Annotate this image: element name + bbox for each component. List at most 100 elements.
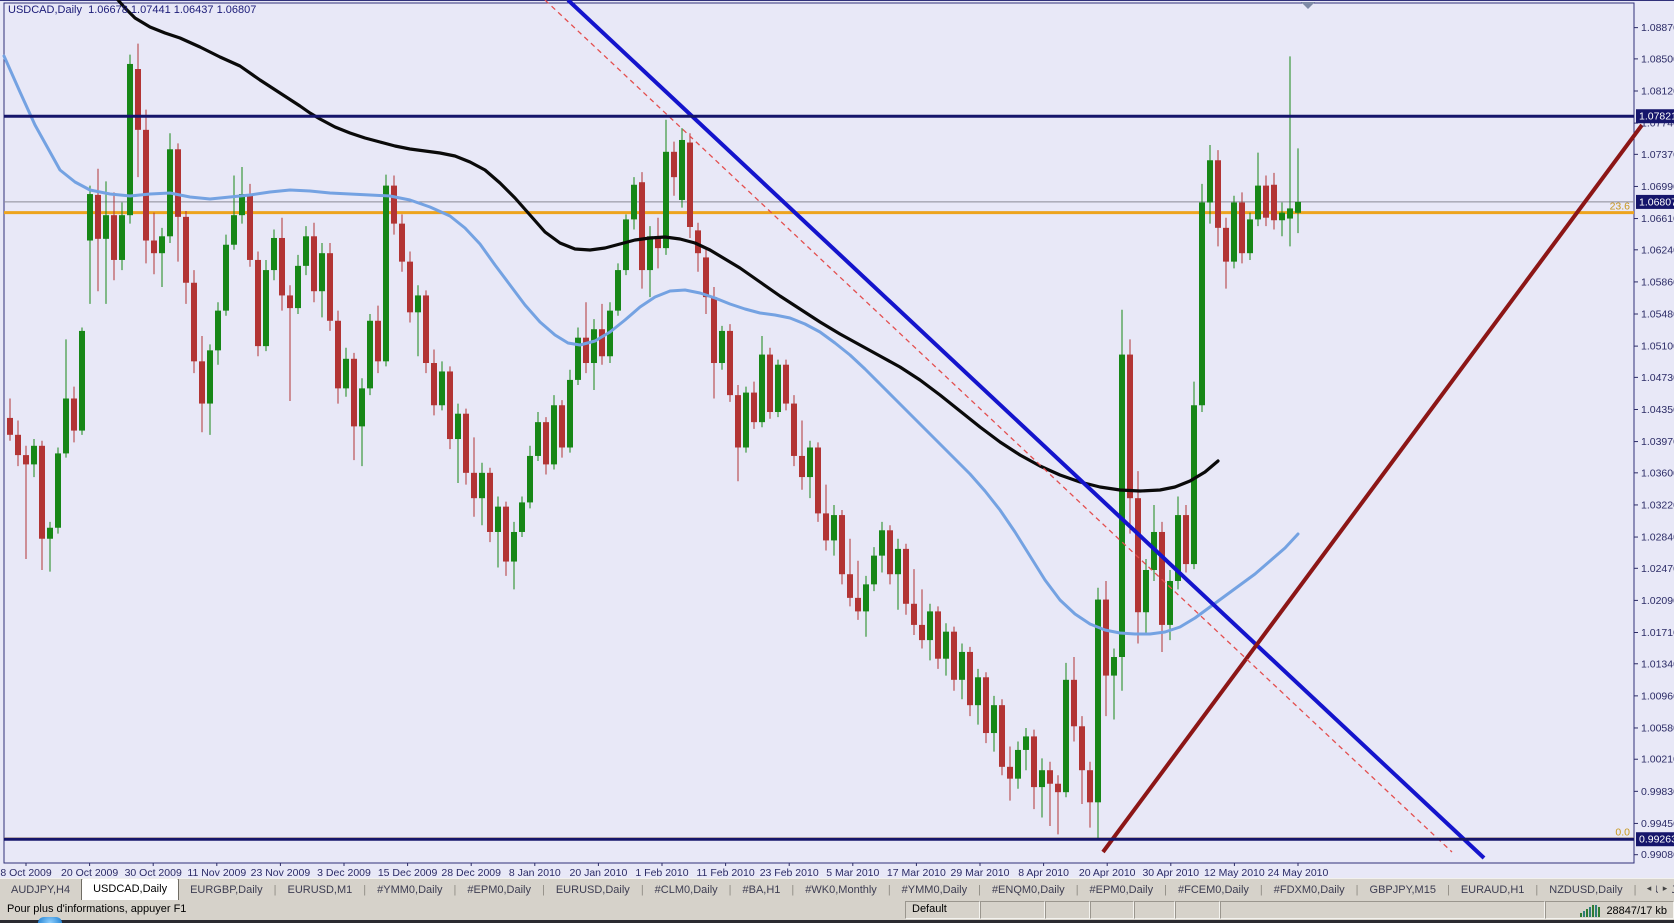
- candle-body: [223, 244, 229, 311]
- candle-body: [159, 236, 165, 254]
- candle-body: [95, 194, 101, 239]
- candle-body: [1215, 160, 1221, 228]
- candle-body: [455, 413, 461, 440]
- chart-tab-gbpjpy-m15[interactable]: GBPJPY,M15: [1369, 884, 1436, 896]
- candle-body: [119, 215, 125, 260]
- chart-tab-eurusd-m1[interactable]: EURUSD,M1: [287, 884, 353, 896]
- candle-body: [895, 548, 901, 575]
- candle-body: [615, 270, 621, 311]
- candle-body: [919, 624, 925, 641]
- candle-body: [903, 548, 909, 604]
- candle-body: [39, 445, 45, 539]
- candle-body: [1055, 783, 1061, 793]
- price-tick-label: 1.05100: [1641, 341, 1674, 353]
- status-bar: Pour plus d'informations, appuyer F1 Def…: [0, 900, 1674, 920]
- candle-body: [567, 379, 573, 448]
- candle-body: [207, 350, 213, 404]
- low-value: 1.06437: [173, 4, 214, 16]
- chart-tab--epm0-daily[interactable]: #EPM0,Daily: [1089, 884, 1154, 896]
- candle-body: [1127, 354, 1133, 499]
- price-tick-label: 1.03600: [1641, 467, 1674, 479]
- taskbar-edge: [0, 920, 1674, 923]
- candle-body: [743, 392, 749, 448]
- candle-body: [639, 182, 645, 271]
- chart-tab--epm0-daily[interactable]: #EPM0,Daily: [467, 884, 531, 896]
- chart-tab--enqm0-daily[interactable]: #ENQM0,Daily: [991, 884, 1065, 896]
- chart-tab--fcem0-daily[interactable]: #FCEM0,Daily: [1177, 884, 1249, 896]
- trendline-downtrend[interactable]: [566, 0, 1486, 860]
- tab-scroll-left-icon[interactable]: ◂: [1642, 881, 1656, 896]
- candle-body: [511, 531, 517, 562]
- price-tick-label: 1.05480: [1641, 309, 1674, 321]
- candle-body: [815, 447, 821, 514]
- candle-body: [559, 405, 565, 448]
- chart-tab-usdcad-daily[interactable]: USDCAD,Daily: [81, 879, 180, 900]
- price-tick-label: 1.00960: [1641, 690, 1674, 702]
- candle-body: [1295, 201, 1301, 213]
- candle-body: [1239, 202, 1245, 254]
- candle-body: [375, 320, 381, 362]
- scroll-marker-icon[interactable]: [1301, 2, 1315, 9]
- candle-body: [151, 240, 157, 254]
- symbol-period-label: USDCAD,Daily: [8, 4, 82, 16]
- candle-body: [631, 184, 637, 220]
- candle-body: [719, 330, 725, 364]
- candle-body: [591, 329, 597, 364]
- chart-tab-audjpy-h4[interactable]: AUDJPY,H4: [11, 884, 71, 896]
- price-tick-label: 1.02470: [1641, 563, 1674, 575]
- candle-body: [311, 236, 317, 292]
- date-tick-label: 20 Oct 2009: [61, 867, 118, 878]
- trendline-dashed-channel[interactable]: [544, 0, 1453, 853]
- date-tick-label: 12 May 2010: [1204, 867, 1265, 878]
- tab-separator: |: [541, 884, 545, 896]
- candle-body: [143, 129, 149, 241]
- price-tick-label: 1.08870: [1641, 22, 1674, 34]
- start-orb-icon[interactable]: [38, 917, 62, 923]
- date-tick-label: 20 Apr 2010: [1079, 867, 1136, 878]
- candle-body: [583, 337, 589, 364]
- chart-tab--ymm0-daily[interactable]: #YMM0,Daily: [901, 884, 968, 896]
- chart-tab-eurusd-daily[interactable]: EURUSD,Daily: [555, 884, 630, 896]
- chart-tab--wk0-monthly[interactable]: #WK0,Monthly: [805, 884, 877, 896]
- candle-body: [711, 297, 717, 364]
- candle-body: [431, 363, 437, 406]
- ma-black-line: [116, 0, 1220, 493]
- candle-body: [959, 651, 965, 680]
- chart-tab--ba-h1[interactable]: #BA,H1: [742, 884, 781, 896]
- candle-body: [1231, 202, 1237, 262]
- price-tick-label: 1.06610: [1641, 213, 1674, 225]
- tab-scroll-right-icon[interactable]: ▸: [1658, 881, 1672, 896]
- date-tick-label: 23 Nov 2009: [251, 867, 311, 878]
- chart-tab--fdxm0-daily[interactable]: #FDXM0,Daily: [1273, 884, 1345, 896]
- candle-body: [103, 215, 109, 239]
- candle-body: [791, 403, 797, 456]
- price-axis[interactable]: 1.088701.085001.081201.077401.073701.069…: [1634, 22, 1674, 861]
- chart-tab-euraud-h1[interactable]: EURAUD,H1: [1460, 884, 1525, 896]
- price-tick-label: 1.02090: [1641, 595, 1674, 607]
- candle-body: [847, 574, 853, 598]
- candle-body: [1135, 498, 1141, 613]
- candle-body: [943, 631, 949, 659]
- candle-body: [807, 447, 813, 478]
- candle-body: [415, 295, 421, 313]
- chart-tab-eurgbp-daily[interactable]: EURGBP,Daily: [190, 884, 263, 896]
- date-tick-label: 11 Nov 2009: [187, 867, 246, 878]
- candle-body: [367, 320, 373, 389]
- trendline-uptrend[interactable]: [1101, 123, 1644, 854]
- candle-body: [759, 354, 765, 423]
- status-cell-empty: [1090, 901, 1134, 919]
- price-tick-label: 1.05860: [1641, 276, 1674, 288]
- status-profile[interactable]: Default: [905, 901, 980, 919]
- chart-tab--ymm0-daily[interactable]: #YMM0,Daily: [377, 884, 443, 896]
- candle-body: [295, 265, 301, 309]
- chart-canvas[interactable]: 1.088701.085001.081201.077401.073701.069…: [0, 0, 1674, 878]
- date-axis[interactable]: 8 Oct 2009 20 Oct 2009 30 Oct 2009 11 Nov 2…: [0, 863, 1329, 878]
- candle-body: [55, 453, 61, 528]
- chart-tab--clm0-daily[interactable]: #CLM0,Daily: [654, 884, 718, 896]
- chart-tab-nzdusd-daily[interactable]: NZDUSD,Daily: [1549, 884, 1623, 896]
- price-tick-label: 1.01710: [1641, 627, 1674, 639]
- price-tick-label: 1.00580: [1641, 722, 1674, 734]
